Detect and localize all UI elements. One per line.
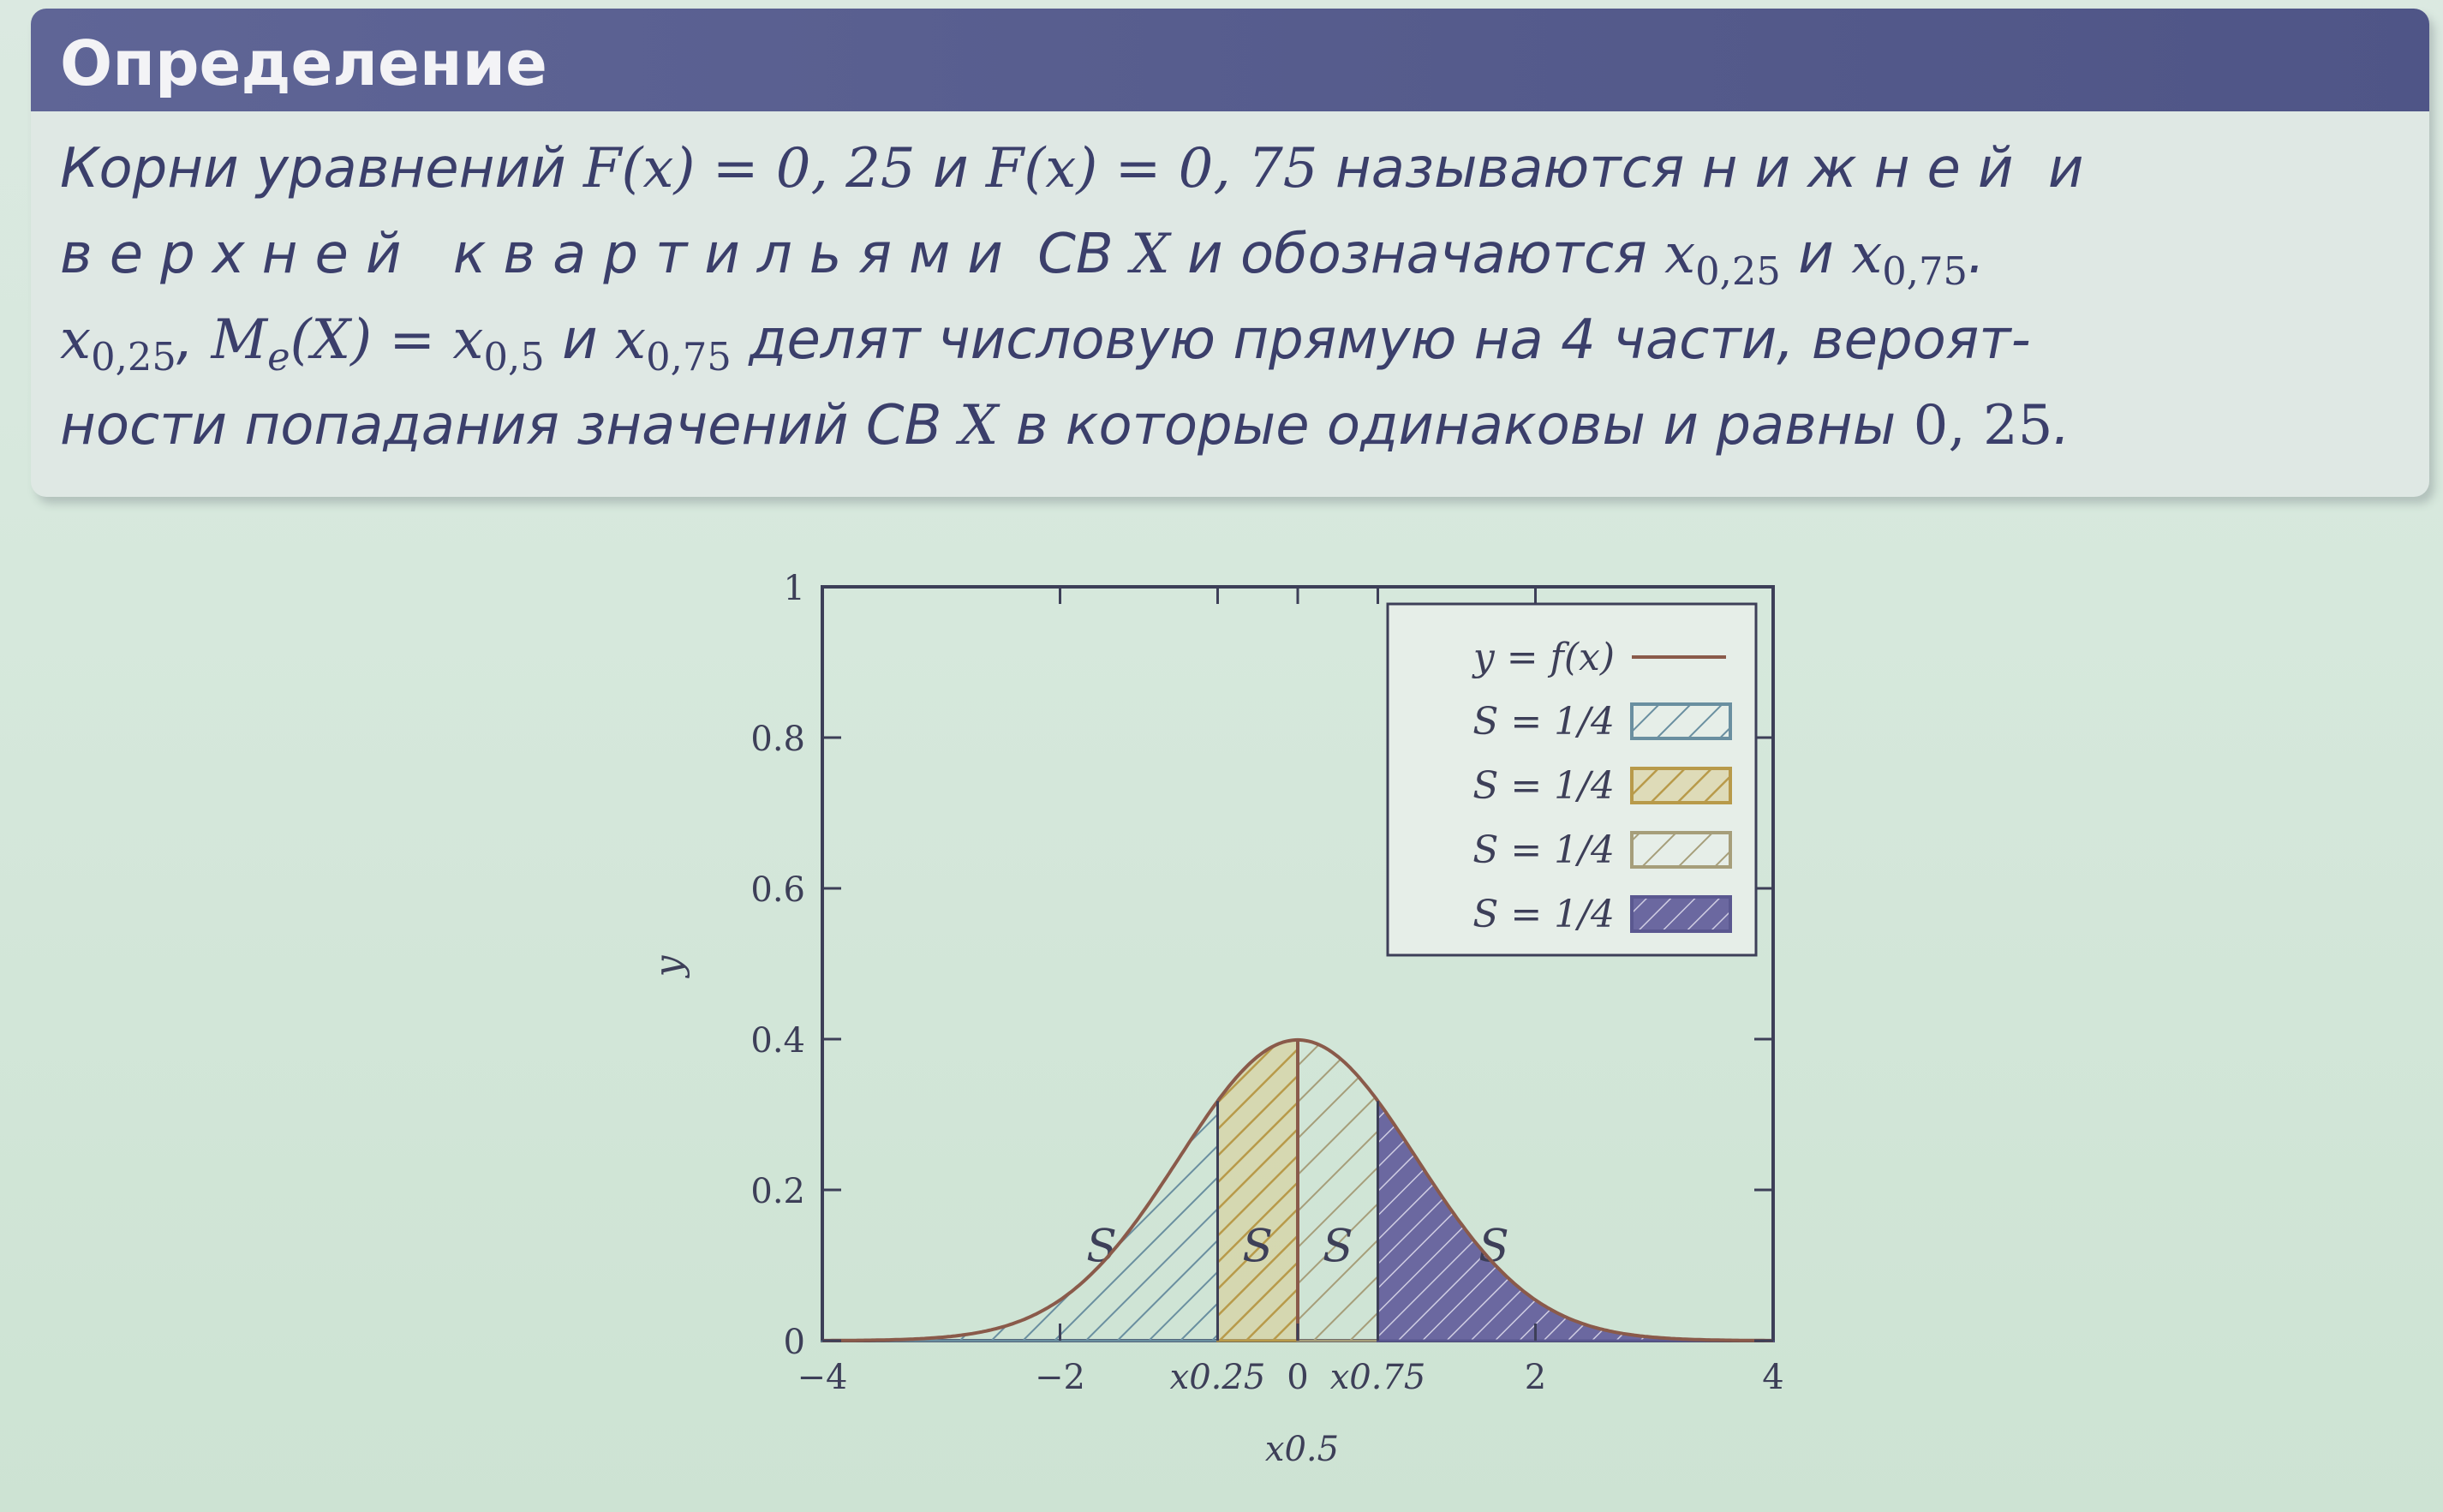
legend-swatch [1630,895,1732,933]
y-tick-label: 1 [784,569,805,608]
text-line-4: ности попадания значений СВ X в которые … [60,394,2070,457]
y-axis-label: y [647,954,690,978]
legend-swatch [1630,702,1732,740]
y-tick-label: 0.2 [750,1172,805,1211]
legend-entry: S = 1/4 [1472,828,1615,872]
legend-swatch [1630,831,1732,869]
x-axis-label: x0.5 [1265,1430,1339,1469]
legend-swatch [1630,767,1732,804]
text-line-2: верхней квартильями СВ X и обозначаются … [60,223,1986,294]
x-tick-label: −4 [797,1358,848,1397]
region-1 [821,1097,1220,1342]
region-label-3: S [1323,1222,1353,1273]
x-tick-label: x0.75 [1330,1358,1426,1397]
block-title: Определение [60,27,547,99]
x-tick-label: −2 [1035,1358,1085,1397]
y-tick-label: 0.4 [750,1021,805,1061]
block-title-bar: Определение [31,9,2429,111]
y-tick-label: 0.6 [750,870,805,910]
y-tick-label: 0.8 [750,720,805,759]
x-tick-label: x0.25 [1170,1358,1266,1397]
legend-entry: S = 1/4 [1472,764,1615,808]
legend-entry: S = 1/4 [1472,893,1615,936]
legend-entry: y = f(x) [1472,636,1615,679]
y-tick-label: 0 [784,1323,805,1362]
x-tick-label: 2 [1525,1358,1546,1397]
x-tick-label: 4 [1762,1358,1783,1397]
chart-legend: y = f(x) S = 1/4 S = 1/4 S = 1/4 S = 1/4 [1386,602,1758,957]
region-label-2: S [1242,1222,1273,1273]
text-line-1: Корни уравнений F(x) = 0, 25 и F(x) = 0,… [60,137,2084,200]
x-tick-label: 0 [1287,1358,1308,1397]
text-line-3: x0,25, Me(X) = x0,5 и x0,75 делят числов… [60,308,2031,379]
region-4 [1376,1097,1775,1342]
definition-block: Определение Корни уравнений F(x) = 0, 25… [31,9,2429,497]
density-curve [822,1037,1773,1342]
legend-entry: S = 1/4 [1472,700,1615,744]
